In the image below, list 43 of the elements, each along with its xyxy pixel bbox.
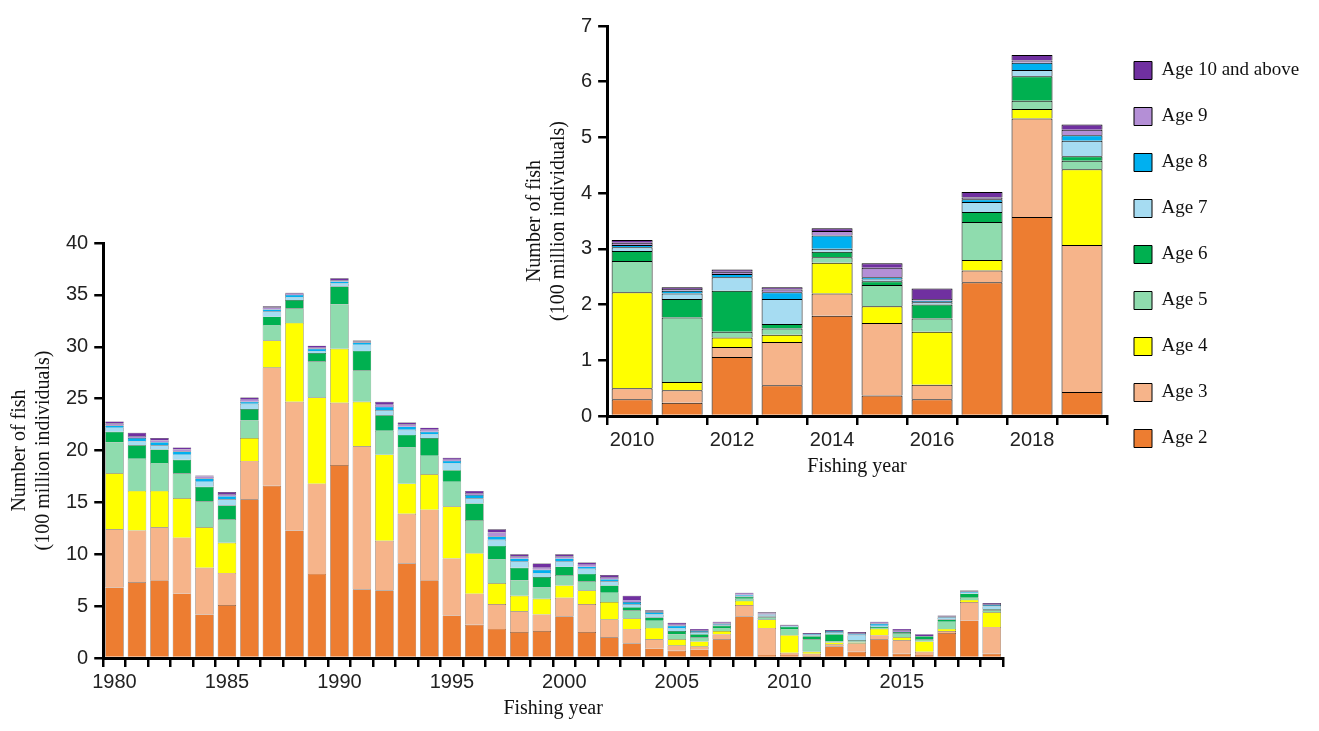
x-tick-label: 2005 xyxy=(654,669,700,692)
x-tick-label: 2012 xyxy=(709,427,755,450)
legend-label: Age 3 xyxy=(1161,380,1208,402)
y-tick-label: 5 xyxy=(77,593,89,616)
x-tick-label: 1985 xyxy=(204,669,250,692)
legend-label: Age 7 xyxy=(1161,196,1208,218)
x-axis-title: Fishing year xyxy=(503,696,604,720)
x-tick-label: 2015 xyxy=(879,669,925,692)
y-tick-label: 2 xyxy=(581,292,593,315)
y-tick-label: 20 xyxy=(66,438,89,461)
legend-label: Age 10 and above xyxy=(1161,58,1300,80)
y-tick-label: 0 xyxy=(581,403,593,426)
x-tick-label: 1980 xyxy=(92,669,137,692)
x-tick-label: 1995 xyxy=(429,669,475,692)
legend-label: Age 9 xyxy=(1161,104,1208,126)
x-tick-label: 2018 xyxy=(1009,427,1055,450)
x-tick-label: 2014 xyxy=(809,427,855,450)
y-tick-label: 3 xyxy=(581,236,593,259)
x-axis-title: Fishing year xyxy=(807,454,908,478)
y-tick-label: 1 xyxy=(581,347,593,370)
legend-label: Age 2 xyxy=(1161,426,1208,448)
y-tick-label: 5 xyxy=(581,124,593,147)
y-axis-title: Number of fish (100 million individuals) xyxy=(7,350,55,551)
legend-label: Age 5 xyxy=(1161,288,1208,310)
y-tick-label: 6 xyxy=(581,69,593,92)
y-tick-label: 25 xyxy=(66,386,89,409)
y-tick-label: 7 xyxy=(581,13,593,36)
y-tick-label: 40 xyxy=(66,230,89,253)
y-tick-label: 0 xyxy=(77,645,89,668)
x-tick-label: 2010 xyxy=(767,669,812,692)
y-tick-label: 4 xyxy=(581,180,593,203)
legend-label: Age 6 xyxy=(1161,242,1208,264)
y-axis-title: Number of fish (100 million individuals) xyxy=(522,121,570,321)
x-tick-label: 2000 xyxy=(542,669,587,692)
legend-label: Age 4 xyxy=(1161,334,1208,356)
y-tick-label: 15 xyxy=(66,489,89,512)
y-tick-label: 35 xyxy=(66,282,89,305)
legend-label: Age 8 xyxy=(1161,150,1208,172)
y-tick-label: 30 xyxy=(66,334,89,357)
x-tick-label: 2010 xyxy=(609,427,655,450)
x-tick-label: 1990 xyxy=(317,669,362,692)
y-tick-label: 10 xyxy=(66,541,89,564)
x-tick-label: 2016 xyxy=(909,427,955,450)
